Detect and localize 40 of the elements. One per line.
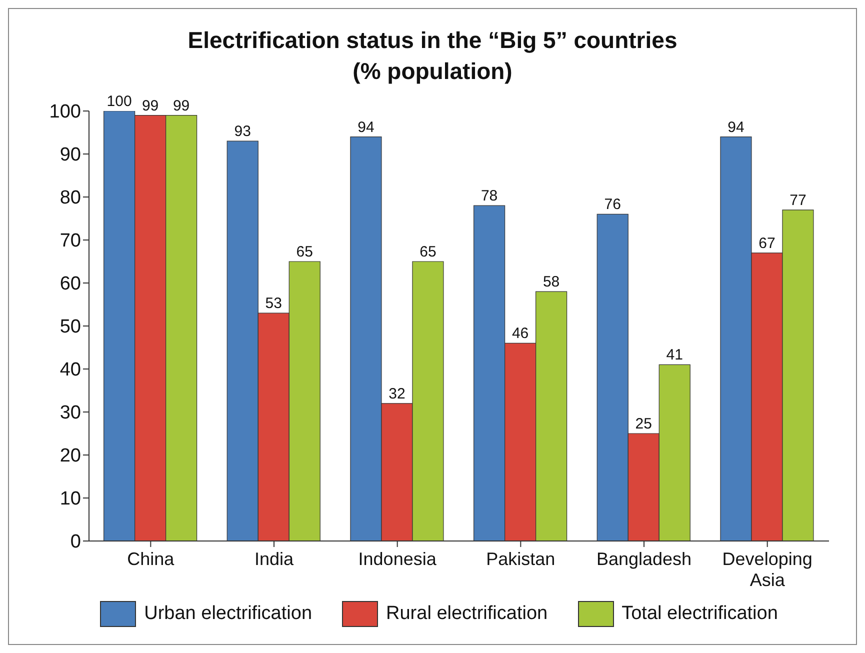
data-label: 100 — [106, 93, 132, 110]
data-label: 25 — [635, 416, 652, 432]
data-label: 93 — [234, 123, 251, 140]
data-label: 94 — [358, 118, 374, 136]
data-label: 77 — [790, 192, 806, 209]
x-tick-label: Indonesia — [358, 549, 438, 569]
data-label: 65 — [420, 244, 436, 260]
y-tick-label: 100 — [49, 102, 81, 123]
data-label: 94 — [728, 118, 744, 136]
legend-label: Total electrification — [622, 603, 778, 625]
y-tick-label: 20 — [60, 446, 81, 467]
legend-label: Rural electrification — [386, 603, 548, 625]
y-tick-label: 70 — [60, 230, 81, 252]
x-tick-label: Bangladesh — [596, 549, 692, 569]
y-tick-label: 10 — [60, 488, 81, 510]
y-tick-label: 40 — [60, 360, 81, 381]
data-label: 32 — [388, 385, 406, 402]
data-label: 99 — [172, 97, 190, 114]
data-label: 58 — [542, 274, 560, 291]
data-label: 41 — [666, 346, 683, 364]
x-tick-label: India — [254, 549, 294, 569]
y-tick-label: 30 — [60, 402, 81, 424]
data-label: 78 — [480, 188, 498, 205]
data-label: 53 — [265, 295, 282, 312]
data-label: 65 — [296, 244, 313, 260]
x-tick-label: China — [127, 549, 176, 569]
chart-title: Electrification status in the “Big 5” countries — [186, 26, 678, 55]
y-tick-label: 90 — [60, 144, 81, 166]
chart-subtitle: (% population) — [352, 57, 514, 86]
data-label: 99 — [142, 97, 159, 114]
data-label: 46 — [512, 325, 529, 342]
x-tick-label: Developing Asia — [722, 549, 812, 590]
data-label: 67 — [758, 234, 776, 252]
legend-label: Urban electrification — [144, 603, 312, 625]
y-tick-label: 0 — [70, 532, 81, 553]
x-tick-label: Pakistan — [486, 549, 556, 569]
data-label: 76 — [604, 196, 621, 214]
y-tick-label: 80 — [60, 188, 81, 209]
y-tick-label: 60 — [60, 274, 81, 295]
y-tick-label: 50 — [60, 316, 81, 338]
